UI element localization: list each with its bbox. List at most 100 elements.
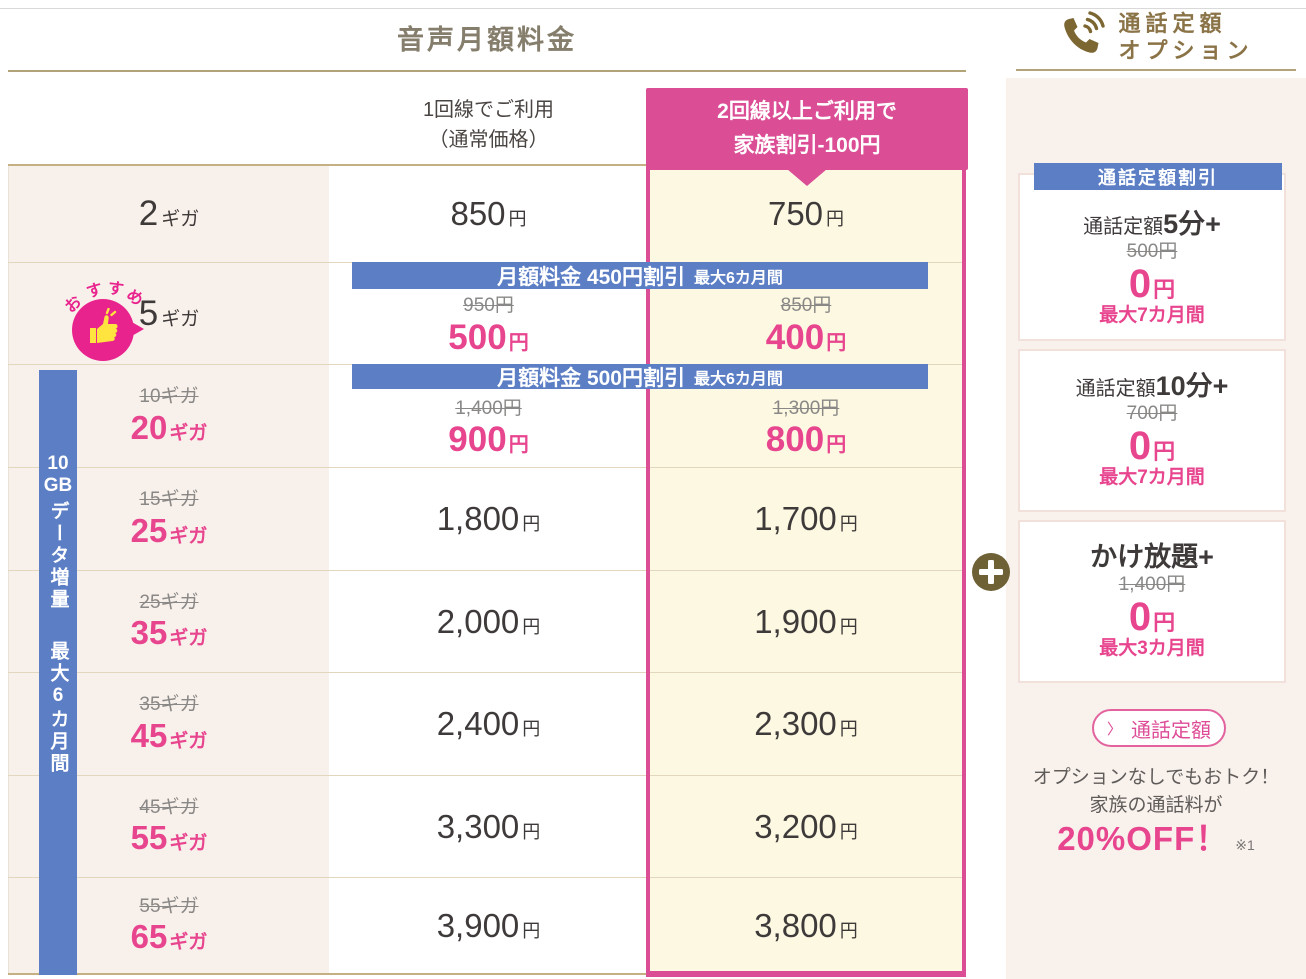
price-value: 1,900 xyxy=(754,602,837,640)
price-value: 500 xyxy=(448,317,507,357)
plan-size-old: 15ギガ xyxy=(139,489,199,511)
banner-10: 10 xyxy=(47,453,69,474)
option-duration: 最大7カ月間 xyxy=(1099,467,1205,489)
price-unit: 円 xyxy=(522,821,541,842)
price-old: 950円 xyxy=(463,295,514,317)
price-single-35gb: 2,000 円 xyxy=(329,571,648,672)
price-unit: 円 xyxy=(522,920,541,941)
row-label-35gb: 25ギガ 35 ギガ xyxy=(9,571,329,672)
option-price-value: 0 xyxy=(1128,261,1152,306)
price-family-35gb: 1,900 円 xyxy=(650,571,962,672)
plan-size: 45 xyxy=(130,716,168,754)
price-family-20gb: 1,300円 800 円 xyxy=(650,390,962,467)
plan-unit: ギガ xyxy=(169,628,208,650)
row-divider xyxy=(8,672,966,673)
badge-tail xyxy=(130,321,144,337)
plan-unit: ギガ xyxy=(169,422,208,444)
plan-size: 65 xyxy=(130,918,168,956)
plan-unit: ギガ xyxy=(169,833,208,855)
price-unit: 円 xyxy=(522,719,541,739)
col1-header-line1: 1回線でご利用 xyxy=(422,99,555,121)
top-divider xyxy=(0,8,1306,9)
price-family-5gb: 850円 400 円 xyxy=(650,289,962,363)
banner-main-text: 月額料金 450円割引 xyxy=(497,265,685,289)
price-value: 2,300 xyxy=(754,705,837,742)
option-title-line2: オプション xyxy=(1118,38,1254,63)
option-price-unit: 円 xyxy=(1153,439,1176,465)
row-label-65gb: 55ギガ 65 ギガ xyxy=(9,878,329,973)
plan-unit: ギガ xyxy=(161,209,200,230)
price-family-65gb: 3,800 円 xyxy=(650,878,962,973)
plan-size: 35 xyxy=(130,614,168,652)
plan-size-old: 45ギガ xyxy=(139,796,199,818)
price-single-20gb: 1,400円 900 円 xyxy=(329,390,648,467)
option-header: 通話定額 オプション xyxy=(1016,6,1296,68)
row-divider xyxy=(8,775,966,776)
recommend-char: め xyxy=(122,286,147,310)
banner-sub-text: 最大6カ月間 xyxy=(693,269,783,287)
price-old: 1,300円 xyxy=(772,397,840,419)
table-bottom-border xyxy=(8,973,966,975)
chevron-right-icon: 〉 xyxy=(1106,720,1122,738)
title-rule xyxy=(8,70,966,72)
footnote-marker: ※1 xyxy=(1235,837,1255,853)
call-flat-rate-button[interactable]: 〉 通話定額 xyxy=(1092,709,1226,747)
option-duration: 最大3カ月間 xyxy=(1099,638,1205,660)
option-old-price: 1,400円 xyxy=(1118,574,1186,596)
row-label-20gb: 10ギガ 20 ギガ xyxy=(9,365,329,467)
price-unit: 円 xyxy=(508,331,529,354)
discount-highlight: 20%OFF！ xyxy=(1057,820,1230,857)
note-line2: 家族の通話料が xyxy=(1089,795,1223,816)
price-unit: 円 xyxy=(839,719,858,739)
family-column-border-right xyxy=(962,164,966,977)
row-label-45gb: 35ギガ 45 ギガ xyxy=(9,673,329,775)
banner-sub-text: 最大6カ月間 xyxy=(693,370,783,388)
plan-size-old: 35ギガ xyxy=(139,694,199,716)
price-old: 1,400円 xyxy=(455,397,522,419)
plan-size-old: 10ギガ xyxy=(139,386,199,408)
plan-unit: ギガ xyxy=(169,932,208,954)
price-single-2gb: 850 円 xyxy=(329,166,648,262)
plan-unit: ギガ xyxy=(169,730,208,752)
col2-header-line2: 家族割引-100円 xyxy=(733,134,881,157)
call-flat-rate-button-label: 通話定額 xyxy=(1131,719,1211,742)
family-column-background xyxy=(650,164,962,971)
price-unit: 円 xyxy=(522,514,541,534)
header-notch xyxy=(787,169,827,186)
price-unit: 円 xyxy=(826,209,845,229)
plan-size: 2 xyxy=(138,194,159,233)
banner-gb: GB xyxy=(43,474,73,496)
price-unit: 円 xyxy=(826,331,847,354)
plan-size: 25 xyxy=(130,511,168,549)
col1-header-line2: （通常価格） xyxy=(428,129,549,151)
price-unit: 円 xyxy=(839,920,858,941)
price-unit: 円 xyxy=(839,616,858,637)
plan-unit: ギガ xyxy=(169,525,208,547)
option-old-price: 700円 xyxy=(1126,403,1178,425)
family-column-border-left xyxy=(646,164,650,977)
column-header-family-discount: 2回線以上ご利用で 家族割引-100円 xyxy=(646,88,968,170)
banner-data-zouryou: データ増量 xyxy=(47,500,69,611)
note-highlight-row: 20%OFF！ ※1 xyxy=(1006,812,1306,858)
thumbs-up-icon xyxy=(72,299,134,361)
price-single-65gb: 3,900 円 xyxy=(329,878,648,973)
price-value: 3,300 xyxy=(436,807,520,845)
option-name-prefix: 通話定額 xyxy=(1075,378,1156,401)
price-value: 400 xyxy=(765,317,825,357)
price-unit: 円 xyxy=(826,434,847,457)
option-old-price: 500円 xyxy=(1126,240,1178,262)
discount-banner-450: 月額料金 450円割引 最大6カ月間 xyxy=(352,262,928,289)
price-unit: 円 xyxy=(508,434,529,457)
table-top-border xyxy=(8,164,966,166)
option-name-bold: かけ放題+ xyxy=(1090,542,1214,573)
price-value: 3,200 xyxy=(754,807,837,845)
row-divider xyxy=(8,570,966,571)
plan-unit: ギガ xyxy=(161,308,200,330)
option-price-unit: 円 xyxy=(1153,610,1176,636)
recommend-badge: お す す め xyxy=(62,275,158,367)
price-value: 1,700 xyxy=(754,500,837,537)
price-value: 3,900 xyxy=(436,906,520,944)
